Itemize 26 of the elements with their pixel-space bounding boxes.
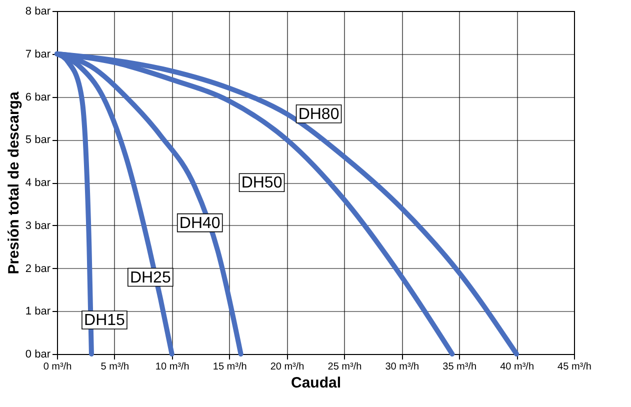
y-tick-label: 0 bar	[25, 348, 51, 360]
x-tick-label: 45 m³/h	[558, 362, 592, 372]
x-tick-label: 30 m³/h	[385, 362, 420, 372]
y-tick-label: 1 bar	[25, 306, 51, 318]
x-tick-label: 35 m³/h	[442, 362, 477, 372]
x-tick-label: 15 m³/h	[212, 362, 247, 372]
x-tick-label: 25 m³/h	[328, 362, 362, 372]
series-label: DH50	[241, 174, 282, 192]
y-tick-label: 6 bar	[25, 91, 51, 104]
x-tick-label: 10 m³/h	[155, 362, 190, 372]
x-tick-label: 0 m³/h	[43, 362, 72, 372]
y-tick-label: 8 bar	[25, 6, 51, 18]
y-tick-label: 7 bar	[25, 48, 51, 60]
series-label: DH80	[298, 106, 340, 123]
y-tick-label: 5 bar	[25, 134, 51, 146]
x-tick-label: 40 m³/h	[500, 362, 534, 372]
y-tick-label: 2 bar	[25, 262, 51, 275]
x-axis-title: Caudal	[290, 374, 342, 392]
series-label: DH15	[84, 312, 126, 329]
series-label: DH40	[179, 214, 220, 232]
y-axis-title: Presión total de descarga	[5, 91, 22, 274]
y-tick-label: 3 bar	[25, 220, 51, 232]
y-tick-label: 4 bar	[25, 177, 51, 189]
x-tick-label: 5 m³/h	[100, 362, 130, 372]
x-tick-label: 20 m³/h	[270, 362, 304, 372]
series-label: DH25	[130, 269, 171, 286]
